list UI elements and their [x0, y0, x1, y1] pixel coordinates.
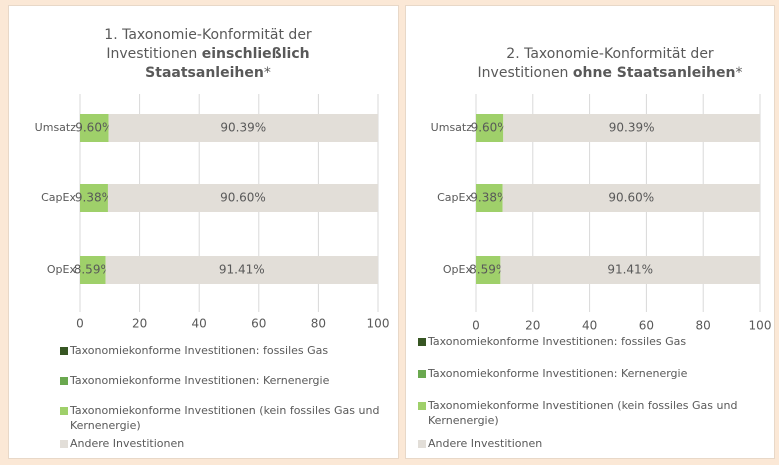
- panel: [8, 5, 399, 459]
- legend-item: Taxonomiekonforme Investitionen (kein fo…: [60, 403, 380, 433]
- legend-swatch: [60, 407, 68, 415]
- legend-item: Andere Investitionen: [60, 436, 380, 451]
- x-tick-label: 60: [251, 317, 266, 331]
- legend-item: Taxonomiekonforme Investitionen (kein fo…: [418, 398, 763, 428]
- data-label: 91.41%: [607, 263, 653, 277]
- bar-segment: [476, 256, 501, 284]
- bar-segment: [107, 184, 378, 212]
- data-label: 9.60%: [471, 121, 509, 135]
- bar-segment: [80, 256, 106, 284]
- x-tick-label: 100: [749, 319, 772, 333]
- y-tick-label: Umsatz: [35, 121, 77, 134]
- data-label: 91.41%: [219, 263, 265, 277]
- title-part: 2. Taxonomie-Konformität der Investition…: [477, 46, 714, 81]
- x-tick-label: 20: [525, 319, 540, 333]
- legend-label: Andere Investitionen: [428, 437, 543, 450]
- data-label: 9.38%: [75, 191, 113, 205]
- x-tick-label: 40: [582, 319, 597, 333]
- y-tick-label: OpEx: [443, 263, 473, 276]
- bar-segment: [503, 114, 760, 142]
- legend-label: Taxonomiekonforme Investitionen: Kernene…: [70, 374, 330, 387]
- bar-segment: [476, 114, 504, 142]
- data-label: 9.38%: [470, 191, 508, 205]
- chart-title: 2. Taxonomie-Konformität der Investition…: [460, 45, 760, 83]
- bar-segment: [108, 114, 378, 142]
- legend-item: Taxonomiekonforme Investitionen: fossile…: [418, 334, 763, 349]
- legend-swatch: [418, 440, 426, 448]
- legend-item: Taxonomiekonforme Investitionen: fossile…: [60, 343, 380, 358]
- data-label: 8.59%: [74, 263, 112, 277]
- title-part: *: [735, 65, 743, 81]
- data-label: 9.60%: [75, 121, 113, 135]
- bar-segment: [105, 256, 378, 284]
- data-label: 90.39%: [220, 121, 266, 135]
- x-tick-label: 40: [192, 317, 207, 331]
- x-tick-label: 60: [639, 319, 654, 333]
- y-tick-label: Umsatz: [431, 121, 473, 134]
- legend-label: Taxonomiekonforme Investitionen: fossile…: [428, 335, 687, 348]
- legend-item: Andere Investitionen: [418, 436, 763, 451]
- title-part: 1. Taxonomie-Konformität der Investition…: [104, 27, 312, 62]
- chart-title: 1. Taxonomie-Konformität der Investition…: [58, 26, 358, 83]
- title-part: einschließlich Staatsanleihen: [145, 46, 310, 81]
- legend-swatch: [60, 440, 68, 448]
- data-label: 8.59%: [469, 263, 507, 277]
- legend-label: Taxonomiekonforme Investitionen: fossile…: [70, 344, 329, 357]
- legend-swatch: [418, 338, 426, 346]
- legend-label: Taxonomiekonforme Investitionen (kein fo…: [428, 399, 738, 427]
- x-tick-label: 0: [472, 319, 480, 333]
- data-label: 90.60%: [220, 191, 266, 205]
- legend-swatch: [418, 402, 426, 410]
- bar-segment: [500, 256, 760, 284]
- x-tick-label: 20: [132, 317, 147, 331]
- legend-swatch: [60, 377, 68, 385]
- x-tick-label: 80: [311, 317, 326, 331]
- title-part: ohne Staatsanleihen: [572, 65, 736, 81]
- bar-segment: [476, 184, 503, 212]
- title-part: *: [263, 65, 271, 81]
- legend-item: Taxonomiekonforme Investitionen: Kernene…: [418, 366, 763, 381]
- legend-label: Taxonomiekonforme Investitionen (kein fo…: [70, 404, 380, 432]
- bar-segment: [502, 184, 760, 212]
- legend-label: Taxonomiekonforme Investitionen: Kernene…: [428, 367, 688, 380]
- legend-swatch: [418, 370, 426, 378]
- y-tick-label: CapEx: [437, 191, 472, 204]
- y-tick-label: OpEx: [47, 263, 77, 276]
- y-tick-label: CapEx: [41, 191, 76, 204]
- x-tick-label: 100: [367, 317, 390, 331]
- data-label: 90.60%: [608, 191, 654, 205]
- data-label: 90.39%: [609, 121, 655, 135]
- x-tick-label: 0: [76, 317, 84, 331]
- x-tick-label: 80: [696, 319, 711, 333]
- legend-label: Andere Investitionen: [70, 437, 185, 450]
- legend-item: Taxonomiekonforme Investitionen: Kernene…: [60, 373, 380, 388]
- legend-swatch: [60, 347, 68, 355]
- bar-segment: [80, 184, 108, 212]
- bar-segment: [80, 114, 109, 142]
